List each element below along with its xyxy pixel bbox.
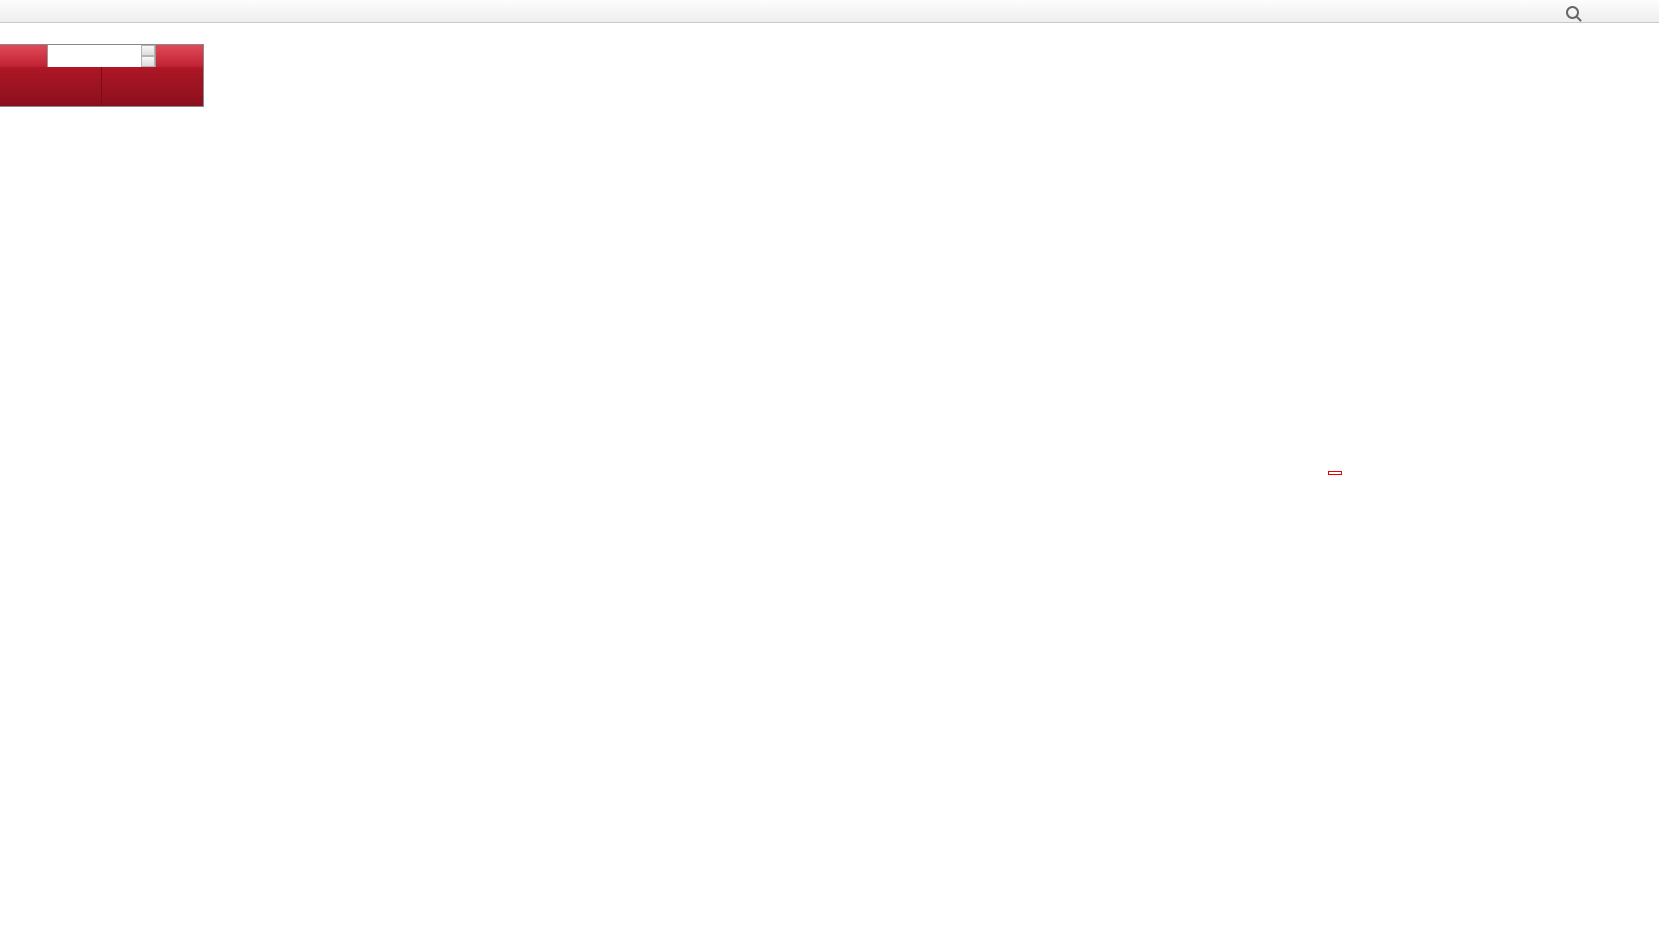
buy-price-button[interactable] <box>101 67 203 106</box>
magnifier-glyph <box>1566 5 1579 19</box>
one-click-trading-panel <box>0 44 204 107</box>
chart-window <box>0 22 1659 947</box>
volume-up-button[interactable] <box>141 45 155 56</box>
sell-button[interactable] <box>0 45 47 67</box>
volume-down-button[interactable] <box>141 56 155 67</box>
volume-input[interactable] <box>47 45 156 67</box>
sell-price-button[interactable] <box>0 67 101 106</box>
search-icon[interactable] <box>1559 2 1586 22</box>
volume-spinner <box>141 45 155 67</box>
price-chart-canvas[interactable] <box>0 22 1659 947</box>
price-tag-annotation[interactable] <box>1328 471 1342 475</box>
community-chat-icon[interactable] <box>1520 2 1547 22</box>
toolbar <box>0 0 1659 23</box>
buy-button[interactable] <box>156 45 203 67</box>
toolbar-right-icons <box>1520 2 1586 22</box>
